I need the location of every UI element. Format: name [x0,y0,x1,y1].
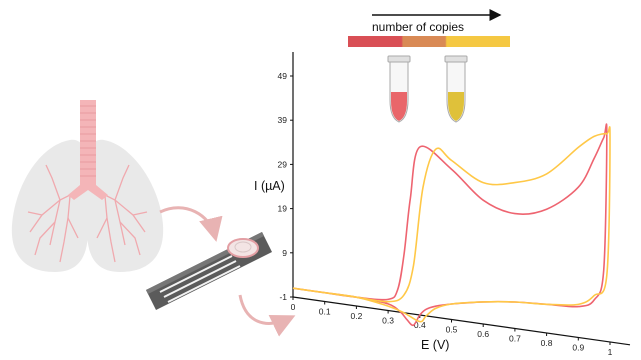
flow-arrow-sample [159,206,223,242]
lungs-icon [11,100,164,272]
y-tick-label: -1 [279,292,287,302]
x-tick-label: 0 [291,302,296,312]
x-tick-label: 0.5 [446,325,458,335]
x-tick-label: 0.7 [509,334,521,344]
cyclic-voltammogram-chart: -1 9 19 29 39 49 0 0.1 0.2 0.3 0.4 0.5 0.6 0.7 0.8 0.9… [254,52,631,357]
x-tick-label: 0.3 [382,316,394,326]
y-tick-label: 19 [278,204,288,214]
flow-arrow-measure [238,294,296,337]
copies-legend: number of copies [348,9,510,47]
electrode-strip-icon [146,232,272,310]
cv-curve-series-2 [292,126,611,323]
x-tick-label: 0.2 [350,311,362,321]
x-tick-label: 0.1 [319,307,331,317]
x-ticks: 0 0.1 0.2 0.3 0.4 0.5 0.6 0.7 0.8 0.9 1 [291,297,613,357]
copies-gradient-bar [348,36,510,47]
x-tick-label: 0.4 [414,320,426,330]
y-tick-label: 39 [278,115,288,125]
x-tick-label: 1 [608,347,613,357]
y-tick-label: 9 [282,248,287,258]
y-tick-label: 29 [278,159,288,169]
series-group [292,123,611,327]
x-axis-label: E (V) [421,338,449,352]
y-tick-label: 49 [278,71,288,81]
x-tick-label: 0.6 [477,329,489,339]
sample-tube-red-icon [387,55,411,123]
x-tick-label: 0.8 [541,338,553,348]
x-axis [292,296,631,346]
sample-tube-yellow-icon [444,55,468,123]
x-tick-label: 0.9 [572,343,584,353]
trachea-icon [68,100,108,200]
legend-caption: number of copies [372,20,464,34]
y-axis-label: I (µA) [254,179,285,193]
cv-curve-series-1 [292,123,608,327]
y-ticks: -1 9 19 29 39 49 [278,71,293,302]
trachea-rings [80,105,96,177]
